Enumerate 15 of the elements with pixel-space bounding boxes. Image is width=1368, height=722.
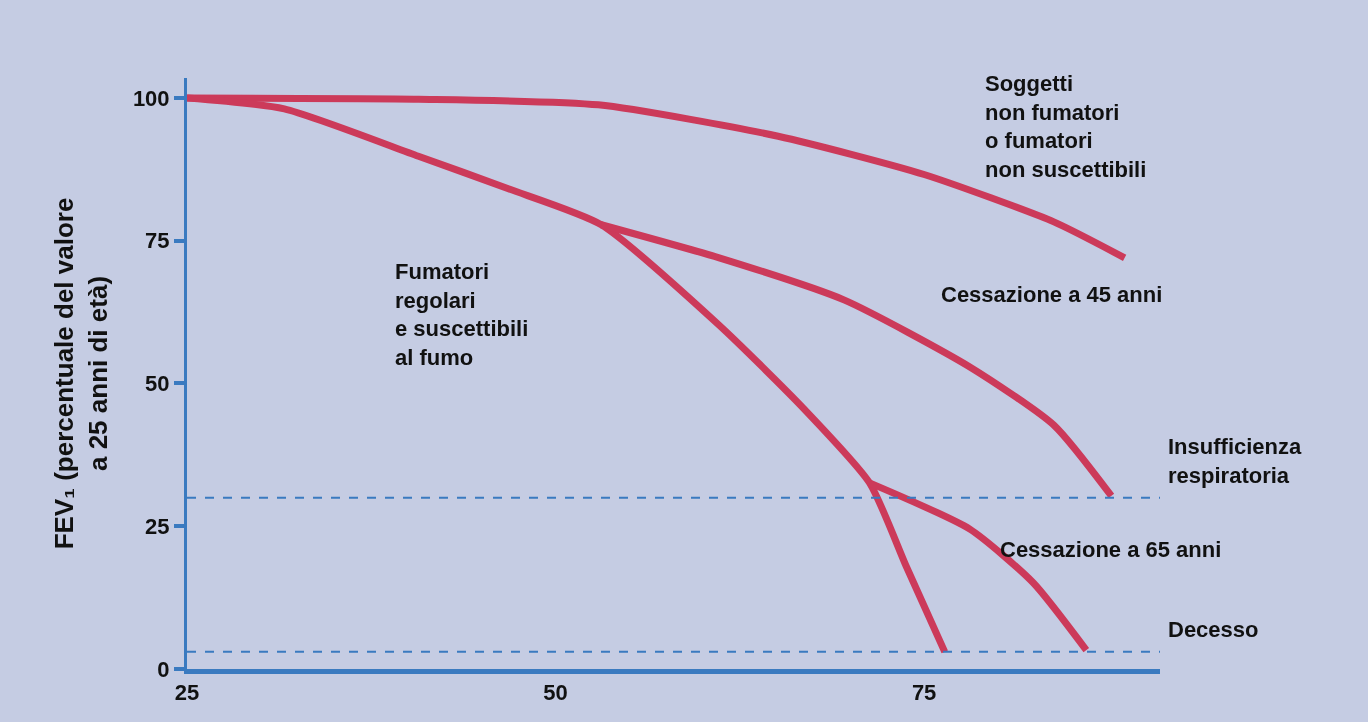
y-tick-label: 100 <box>132 85 170 111</box>
y-tick-label: 25 <box>145 513 170 539</box>
y-tick-label: 50 <box>145 371 170 397</box>
x-tick-label: 75 <box>911 680 937 706</box>
text: Fumatori regolari e suscettibili al fumo <box>395 259 529 370</box>
x-tick-label: 50 <box>543 680 568 706</box>
series-label: Soggetti non fumatori o fumatori non suscettibili <box>985 71 1147 182</box>
y-tick-label: 0 <box>157 656 170 682</box>
y-axis-title: FEV₁ (percentuale del valore a 25 anni di età) <box>49 197 114 550</box>
series-label: Cessazione a 45 anni <box>941 282 1163 307</box>
x-tick-label: 25 <box>174 680 200 706</box>
series-label: Cessazione a 65 anni <box>1000 537 1222 562</box>
ref-line-label: Decesso <box>1168 617 1259 642</box>
ref-line-label: Insufficienza respiratoria <box>1168 434 1303 488</box>
y-tick-label: 75 <box>145 228 170 254</box>
